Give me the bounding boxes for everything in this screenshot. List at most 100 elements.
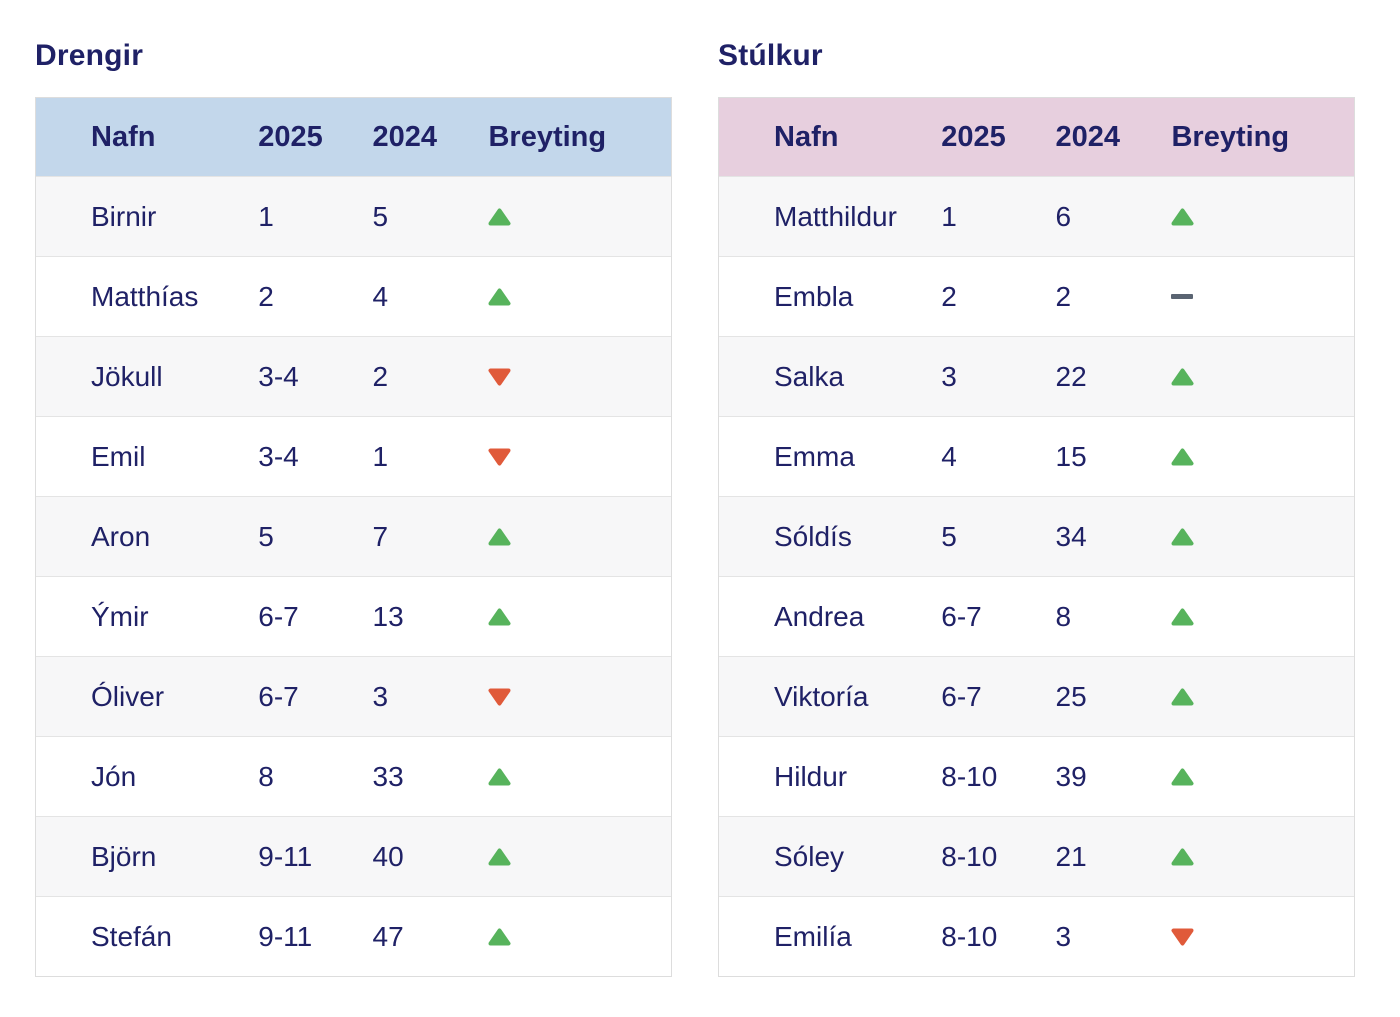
table-header-row: Nafn 2025 2024 Breyting <box>719 98 1354 176</box>
table-body: Matthildur 1 6 Embla 2 2 Salka 3 22 Emma 4 15 Sóldís… <box>719 176 1354 976</box>
name-cell: Stefán <box>91 920 172 952</box>
name-cell: Hildur <box>774 760 848 792</box>
rank-up-icon <box>1171 448 1194 466</box>
change-cell <box>1163 528 1354 546</box>
rank-2024-cell: 2 <box>1055 280 1072 312</box>
table-row: Matthildur 1 6 <box>719 176 1354 256</box>
table-row: Jökull 3-4 2 <box>36 336 671 416</box>
column-header-nafn: Nafn <box>91 120 156 153</box>
rank-up-icon <box>1171 688 1194 706</box>
table-row: Hildur 8-10 39 <box>719 736 1354 816</box>
table-row: Birnir 1 5 <box>36 176 671 256</box>
name-cell: Emma <box>774 440 855 472</box>
rank-2025-cell: 1 <box>258 200 274 232</box>
table-row: Jón 8 33 <box>36 736 671 816</box>
rank-2024-cell: 1 <box>372 440 389 472</box>
rank-2025-cell: 6-7 <box>941 600 982 632</box>
change-cell <box>480 208 671 226</box>
rank-2024-cell: 22 <box>1055 360 1087 392</box>
name-cell: Viktoría <box>774 680 869 712</box>
rank-up-icon <box>1171 368 1194 386</box>
rank-2025-cell: 3-4 <box>258 360 299 392</box>
change-cell <box>1163 208 1354 226</box>
rank-down-icon <box>1171 928 1194 946</box>
column-header-2025: 2025 <box>941 120 1006 153</box>
change-cell <box>480 848 671 866</box>
rank-2024-cell: 33 <box>372 760 404 792</box>
rank-2024-cell: 4 <box>372 280 389 312</box>
change-cell <box>480 608 671 626</box>
name-cell: Salka <box>774 360 845 392</box>
rank-up-icon <box>1171 848 1194 866</box>
rank-2025-cell: 5 <box>258 520 274 552</box>
rank-2024-cell: 25 <box>1055 680 1087 712</box>
rank-2025-cell: 8 <box>258 760 274 792</box>
table-row: Óliver 6-7 3 <box>36 656 671 736</box>
change-cell <box>1163 928 1354 946</box>
rank-2025-cell: 3 <box>941 360 957 392</box>
rank-2025-cell: 4 <box>941 440 957 472</box>
change-cell <box>1163 294 1354 299</box>
rank-2025-cell: 1 <box>941 200 957 232</box>
name-cell: Óliver <box>91 680 165 712</box>
name-cell: Birnir <box>91 200 157 232</box>
table-row: Emilía 8-10 3 <box>719 896 1354 976</box>
rank-up-icon <box>488 928 511 946</box>
change-cell <box>480 288 671 306</box>
rank-2024-cell: 15 <box>1055 440 1087 472</box>
rank-2025-cell: 9-11 <box>258 920 313 952</box>
rank-2025-cell: 8-10 <box>941 760 998 792</box>
rank-2024-cell: 47 <box>372 920 404 952</box>
table-row: Emma 4 15 <box>719 416 1354 496</box>
name-cell: Matthías <box>91 280 199 312</box>
rank-2025-cell: 2 <box>258 280 274 312</box>
name-cell: Matthildur <box>774 200 897 232</box>
table-row: Ýmir 6-7 13 <box>36 576 671 656</box>
column-header-breyting: Breyting <box>1171 120 1290 153</box>
table-row: Stefán 9-11 47 <box>36 896 671 976</box>
rank-2024-cell: 21 <box>1055 840 1087 872</box>
rank-up-icon <box>1171 208 1194 226</box>
name-cell: Emil <box>91 440 146 472</box>
name-cell: Andrea <box>774 600 865 632</box>
rank-2025-cell: 9-11 <box>258 840 313 872</box>
change-cell <box>480 448 671 466</box>
table-row: Matthías 2 4 <box>36 256 671 336</box>
name-cell: Jón <box>91 760 137 792</box>
girls-ranking-table: Nafn 2025 2024 Breyting Matthildur 1 6 Embl… <box>718 97 1355 977</box>
name-cell: Emilía <box>774 920 852 952</box>
boys-ranking-table: Nafn 2025 2024 Breyting Birnir 1 5 Matthías… <box>35 97 672 977</box>
rank-2024-cell: 13 <box>372 600 404 632</box>
rank-down-icon <box>488 448 511 466</box>
rank-down-icon <box>488 688 511 706</box>
rank-2024-cell: 34 <box>1055 520 1087 552</box>
rank-2025-cell: 8-10 <box>941 920 998 952</box>
change-cell <box>1163 768 1354 786</box>
rank-2024-cell: 3 <box>1055 920 1072 952</box>
rank-2025-cell: 6-7 <box>941 680 982 712</box>
change-cell <box>480 928 671 946</box>
table-title-drengir: Drengir <box>35 39 144 72</box>
rank-up-icon <box>488 848 511 866</box>
name-cell: Sóley <box>774 840 845 872</box>
table-row: Embla 2 2 <box>719 256 1354 336</box>
column-header-2024: 2024 <box>372 120 438 153</box>
rank-unchanged-icon <box>1171 294 1194 299</box>
name-cell: Björn <box>91 840 157 872</box>
change-cell <box>1163 368 1354 386</box>
rank-up-icon <box>488 608 511 626</box>
rank-up-icon <box>1171 768 1194 786</box>
rank-2024-cell: 5 <box>372 200 389 232</box>
rank-2025-cell: 6-7 <box>258 600 299 632</box>
rank-up-icon <box>1171 608 1194 626</box>
column-header-2025: 2025 <box>258 120 323 153</box>
rank-up-icon <box>1171 528 1194 546</box>
girls-ranking-section: Stúlkur Nafn 2025 2024 Breyting Matthild… <box>718 40 1355 977</box>
rank-2025-cell: 3-4 <box>258 440 299 472</box>
rank-2025-cell: 2 <box>941 280 957 312</box>
rank-2024-cell: 2 <box>372 360 389 392</box>
table-row: Sóldís 5 34 <box>719 496 1354 576</box>
rank-2025-cell: 6-7 <box>258 680 299 712</box>
rank-2024-cell: 40 <box>372 840 404 872</box>
change-cell <box>1163 608 1354 626</box>
